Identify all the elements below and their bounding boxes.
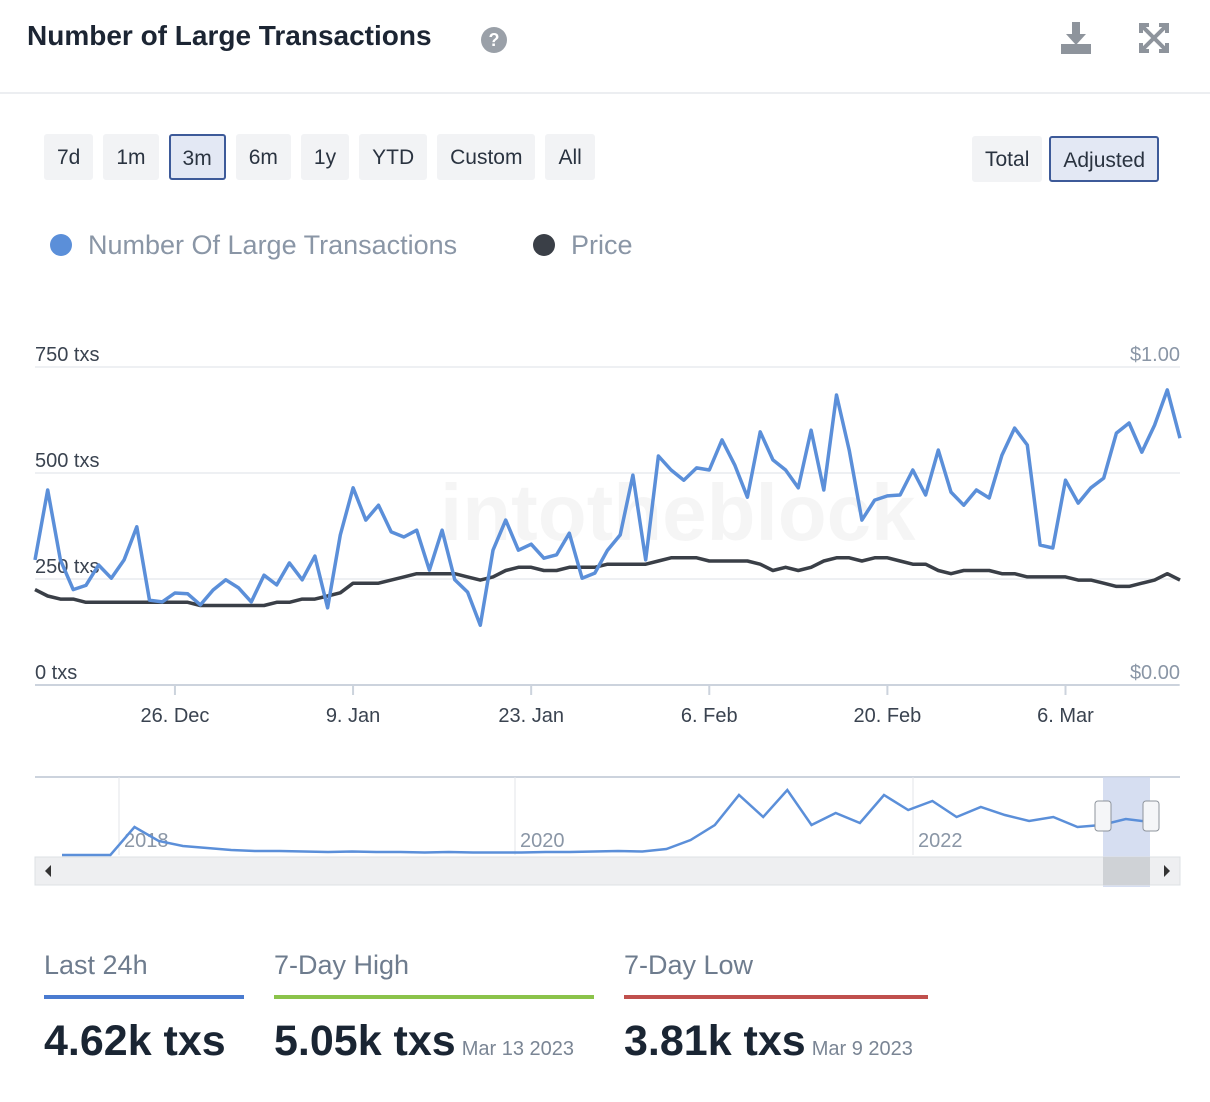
toggle-button[interactable]: 6m [235,134,291,180]
x-tick-label: 20. Feb [853,705,921,727]
navigator-handle[interactable] [1094,800,1112,832]
series-line [34,556,1181,608]
y-tick-label: 500 txs [35,450,99,472]
navigator-handle[interactable] [1142,800,1160,832]
toggle-button[interactable]: 1m [103,134,159,180]
svg-text:?: ? [489,30,500,50]
stat-value: 3.81k txs Mar 9 2023 [624,1017,928,1066]
y-tick-label: 750 txs [35,344,99,366]
mode-buttons: Total Adjusted [972,136,1160,182]
stat-label: Last 24h [44,950,148,980]
legend-marker [50,234,72,256]
toggle-button[interactable]: 3m [168,134,226,180]
y2-tick-label: $1.00 [1130,344,1180,366]
toggle-button[interactable]: YTD [359,134,428,180]
y2-tick-label: $0.00 [1130,662,1180,684]
range-buttons: 7d 1m 3m 6m 1y YTD Custom All [44,134,595,180]
toggle-button[interactable]: Total [972,136,1043,182]
download-icon[interactable] [1058,20,1094,56]
help-icon[interactable]: ? [480,26,510,56]
stat-card: Last 24h 4.62k txs [44,950,244,1066]
toggle-button[interactable]: 1y [300,134,350,180]
stat-value: 4.62k txs [44,1017,244,1066]
title: Number of Large Transactions [27,20,432,51]
header: Number of Large Transactions ? [0,0,1210,94]
y-tick-label: 0 txs [35,662,77,684]
stat-number: 3.81k txs [624,1017,806,1065]
stat-number: 5.05k txs [274,1017,456,1065]
navigator-line [62,787,1151,857]
stat-date: Mar 9 2023 [811,1038,913,1060]
legend-label: Price [571,230,633,260]
x-tick-label: 23. Jan [498,705,564,727]
scroll-left [45,865,51,877]
legend-marker [533,234,555,256]
x-tick-label: 6. Feb [681,705,738,727]
y-tick-label: 250 txs [35,556,99,578]
expand-icon[interactable] [1138,22,1170,54]
stat-label: 7-Day Low [624,950,754,980]
stat-number: 4.62k txs [44,1017,226,1065]
legend-label: Number Of Large Transactions [88,230,457,260]
chart: Number Of Large Transactions Price intothe… [33,230,1182,887]
series-line [33,388,1182,627]
scrollbar-thumb [1103,857,1150,885]
stat-bar [274,995,594,999]
toggle-button[interactable]: Adjusted [1049,136,1160,182]
toggle-button[interactable]: Custom [437,134,536,180]
stat-card: 7-Day High 5.05k txs Mar 13 2023 [274,950,594,1066]
scrollbar [34,856,1181,886]
stat-bar [44,995,244,999]
stat-label: 7-Day High [274,950,410,980]
navigator-label: 2018 [124,830,169,852]
stat-date: Mar 13 2023 [461,1038,574,1060]
toggle-button[interactable]: 7d [44,134,94,180]
x-tick-label: 6. Mar [1037,705,1094,727]
toggle-button[interactable]: All [545,134,595,180]
x-tick-label: 9. Jan [326,705,380,727]
stat-value: 5.05k txs Mar 13 2023 [274,1017,594,1066]
navigator-label: 2022 [918,830,963,852]
x-tick-label: 26. Dec [140,705,209,727]
stat-bar [624,995,928,999]
watermark: intotheblock [440,468,916,557]
stat-card: 7-Day Low 3.81k txs Mar 9 2023 [624,950,928,1066]
navigator-label: 2020 [520,830,565,852]
scroll-right [1164,865,1170,877]
